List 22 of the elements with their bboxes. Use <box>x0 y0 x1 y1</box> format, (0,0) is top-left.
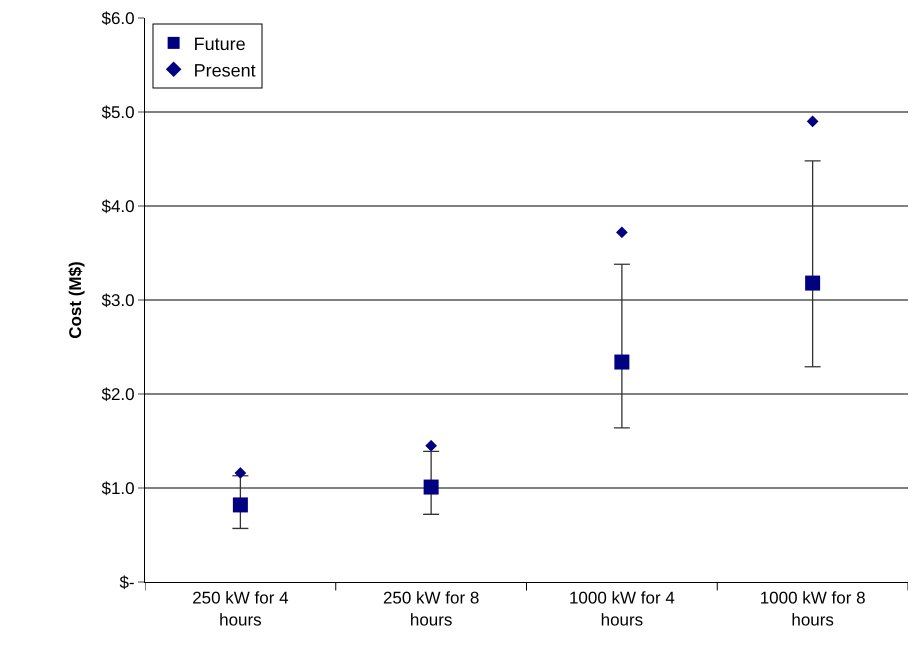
y-axis-title: Cost (M$) <box>66 261 86 339</box>
point <box>616 226 628 238</box>
point <box>805 276 820 291</box>
point <box>234 467 246 479</box>
y-tick-label: $5.0 <box>102 102 135 122</box>
y-tick-label: $6.0 <box>102 8 135 28</box>
y-tick-label: $- <box>119 572 135 592</box>
x-tick-label: 250 kW for 4 hours <box>192 588 289 630</box>
point <box>425 440 437 452</box>
legend-label: Present <box>194 60 256 80</box>
y-tick-label: $2.0 <box>102 384 135 404</box>
x-tick-label: 1000 kW for 8 hours <box>760 588 866 630</box>
point <box>424 480 439 495</box>
point <box>232 497 248 512</box>
x-tick-label: 1000 kW for 4 hours <box>568 588 675 630</box>
legend-label: Future <box>194 34 246 54</box>
point <box>614 354 630 370</box>
y-tick-label: $1.0 <box>102 478 135 498</box>
x-tick-label: 250 kW for 8 hours <box>382 588 480 630</box>
point <box>806 116 818 128</box>
y-tick-label: $4.0 <box>102 196 135 216</box>
y-tick-label: $3.0 <box>102 290 135 310</box>
